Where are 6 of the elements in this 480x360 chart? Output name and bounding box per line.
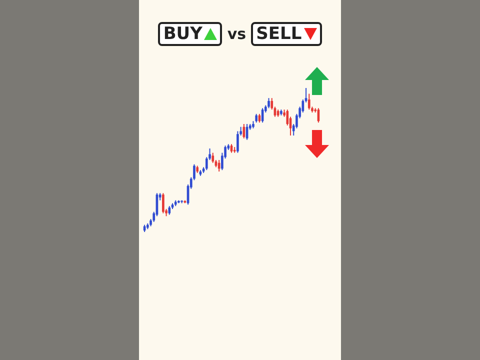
candlestick [308,93,310,110]
candlestick [162,192,164,214]
candlestick [268,98,270,109]
candlestick [236,130,239,154]
chart-title: BUY vs SELL [163,24,302,44]
candlestick [212,152,214,164]
